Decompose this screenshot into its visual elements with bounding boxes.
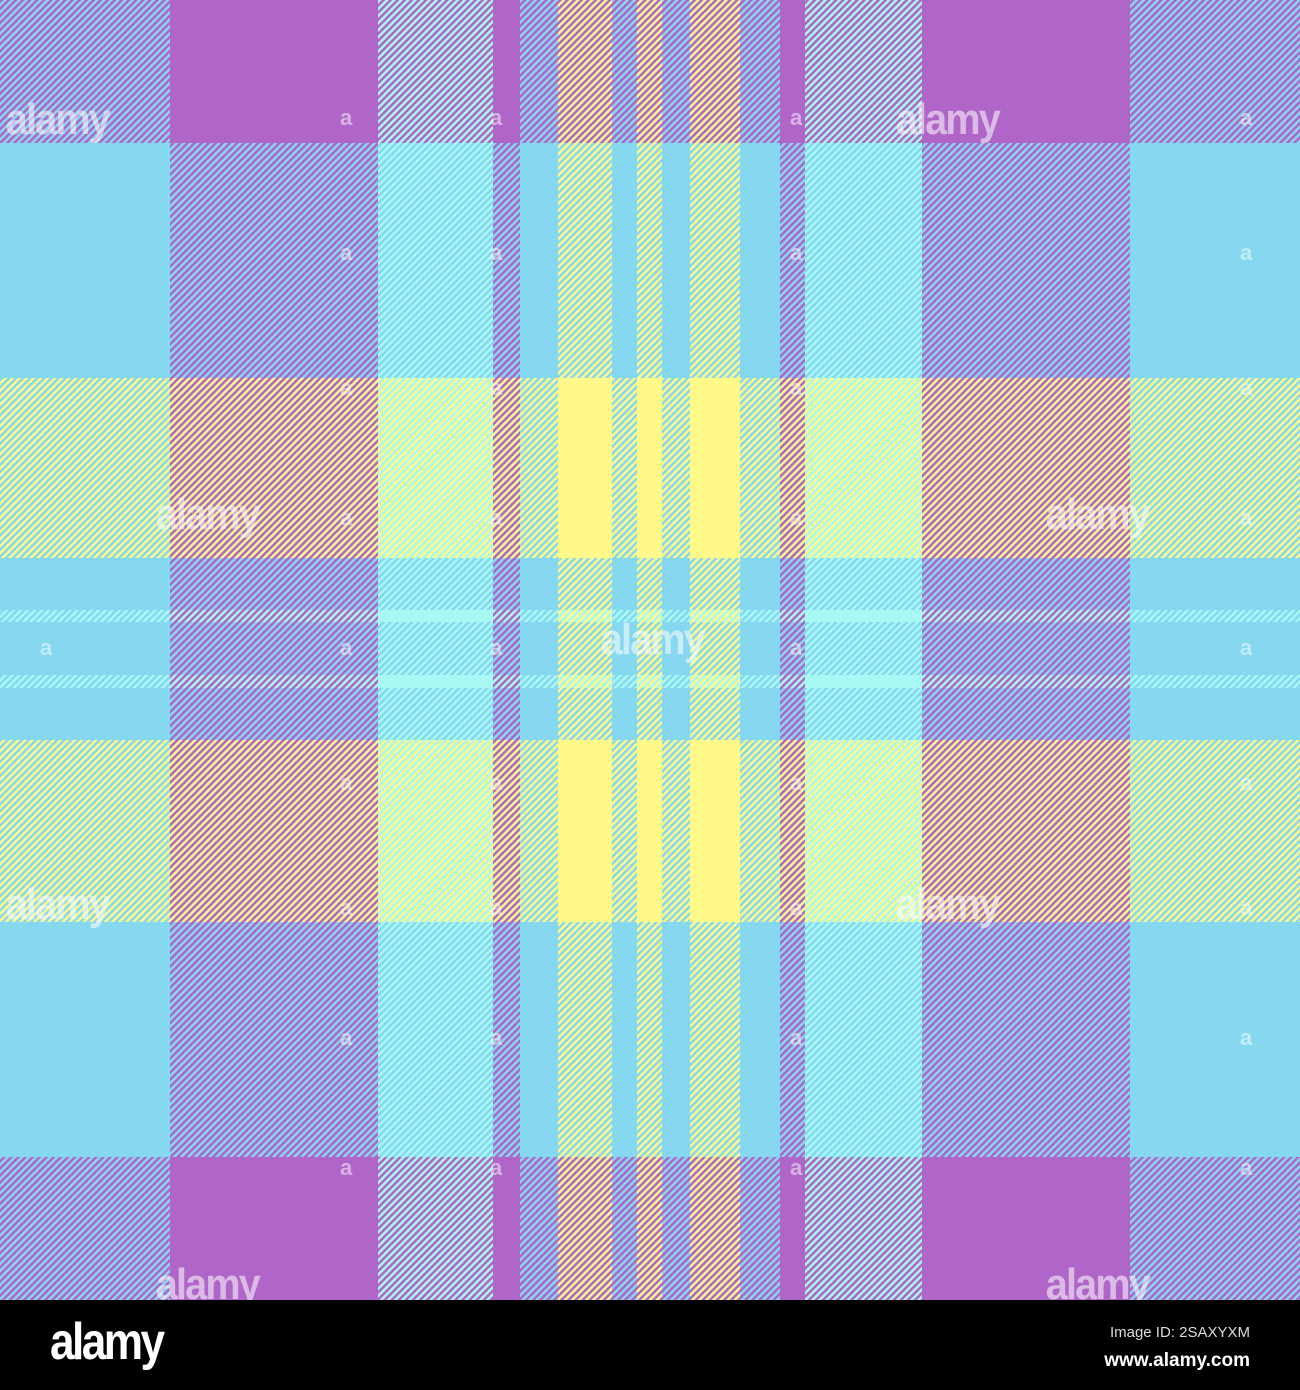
watermark-mark: a [1240, 240, 1253, 265]
watermark-mark: a [1240, 770, 1253, 795]
weft-band [0, 378, 1300, 558]
watermark-mark: a [790, 505, 803, 530]
watermark-mark: a [340, 895, 353, 920]
weft-band [0, 558, 1300, 610]
watermark-mark: a [490, 505, 503, 530]
watermark-mark: a [340, 240, 353, 265]
watermark-text: alamy [5, 880, 111, 929]
watermark-mark: a [1240, 1155, 1253, 1180]
weft-band [0, 740, 1300, 922]
watermark-mark: a [490, 375, 503, 400]
weft-band [0, 675, 1300, 688]
watermark-mark: a [490, 1025, 503, 1050]
watermark-mark: a [790, 770, 803, 795]
weft-band [0, 1157, 1300, 1300]
watermark-mark: a [340, 635, 353, 660]
weft-band [0, 922, 1300, 1157]
watermark-mark: a [490, 635, 503, 660]
watermark-mark: a [1240, 1025, 1253, 1050]
watermark-mark: a [790, 375, 803, 400]
weft-band [0, 143, 1300, 378]
watermark-mark: a [490, 240, 503, 265]
watermark-mark: a [40, 635, 53, 660]
watermark-mark: a [790, 635, 803, 660]
watermark-text: alamy [895, 95, 1001, 144]
weft-band [0, 0, 1300, 143]
watermark-text: alamy [5, 95, 111, 144]
image-id: Image ID: 2SAXYXM [1109, 1324, 1250, 1341]
weft-band [0, 610, 1300, 622]
watermark-mark: a [790, 105, 803, 130]
footer-bar: alamy Image ID: 2SAXYXM www.alamy.com [0, 1300, 1300, 1390]
watermark-mark: a [790, 1155, 803, 1180]
weft-band [0, 688, 1300, 740]
watermark-text: alamy [600, 615, 706, 664]
watermark-text: alamy [155, 490, 261, 539]
watermark-mark: a [1240, 105, 1253, 130]
watermark-mark: a [490, 895, 503, 920]
alamy-logo: alamy [50, 1313, 165, 1371]
watermark-mark: a [340, 105, 353, 130]
website-link: www.alamy.com [1104, 1350, 1250, 1371]
watermark-mark: a [1240, 895, 1253, 920]
watermark-mark: a [340, 1025, 353, 1050]
weft-band [0, 622, 1300, 675]
watermark-mark: a [340, 770, 353, 795]
watermark-mark: a [340, 375, 353, 400]
watermark-mark: a [790, 1025, 803, 1050]
watermark-mark: a [340, 505, 353, 530]
watermark-mark: a [790, 240, 803, 265]
watermark-mark: a [1240, 375, 1253, 400]
watermark-mark: a [790, 895, 803, 920]
watermark-mark: a [490, 770, 503, 795]
watermark-mark: a [490, 105, 503, 130]
tartan-plaid-pattern [0, 0, 1300, 1300]
watermark-text: alamy [895, 880, 1001, 929]
watermark-mark: a [1240, 635, 1253, 660]
watermark-mark: a [490, 1155, 503, 1180]
watermark-mark: a [1240, 505, 1253, 530]
watermark-mark: a [340, 1155, 353, 1180]
watermark-text: alamy [1045, 490, 1151, 539]
